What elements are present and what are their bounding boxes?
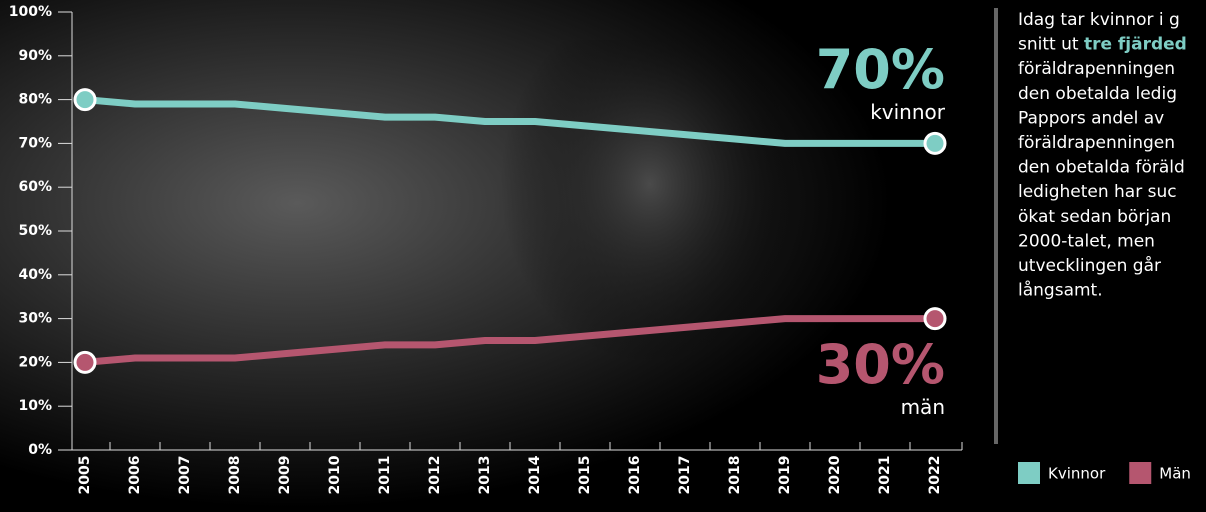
x-tick-label: 2008 (227, 456, 243, 495)
x-tick-label: 2022 (927, 456, 943, 495)
side-text-span: den obetalda ledig (1018, 84, 1177, 104)
chart: 0% 10% 20% 30% 40% 50% 60% 70% 80% 90% 100% 2005 200… (0, 0, 1206, 508)
side-text-span: föräldrapenningen (1018, 133, 1175, 153)
x-tick-label: 2018 (727, 456, 743, 495)
y-tick-label: 60% (18, 179, 52, 195)
y-tick-label: 40% (18, 267, 52, 283)
x-tick-label: 2014 (527, 455, 543, 494)
side-text-line: ledigheten har suc (1018, 182, 1177, 202)
side-text-line: snitt ut tre fjärded (1018, 35, 1187, 55)
end-marker (925, 309, 945, 329)
annotation-label: kvinnor (870, 100, 946, 124)
side-text-line: 2000-talet, men (1018, 231, 1155, 251)
side-text-line: långsamt. (1018, 280, 1103, 301)
end-marker (75, 352, 95, 372)
side-text-span: snitt ut (1018, 35, 1084, 55)
x-tick-label: 2011 (377, 456, 393, 495)
side-text-span: föräldrapenningen (1018, 59, 1175, 79)
x-tick-label: 2007 (177, 456, 193, 495)
x-tick-label: 2019 (777, 456, 793, 495)
x-tick-label: 2006 (127, 456, 143, 495)
side-text-line: föräldrapenningen (1018, 133, 1175, 153)
x-tick-label: 2016 (627, 456, 643, 495)
side-text-span: den obetalda föräld (1018, 158, 1185, 178)
annotation-label: män (901, 395, 945, 419)
y-tick-label: 70% (18, 135, 52, 151)
side-text-line: Idag tar kvinnor i g (1018, 10, 1180, 30)
x-tick-label: 2010 (327, 455, 343, 494)
side-text-line: Pappors andel av (1018, 108, 1164, 128)
x-tick-label: 2013 (477, 456, 493, 495)
page: 0% 10% 20% 30% 40% 50% 60% 70% 80% 90% 100% 2005 200… (0, 0, 1206, 508)
side-text-span: ökat sedan början (1018, 207, 1171, 227)
x-tick-label: 2021 (877, 456, 893, 495)
side-text-span: tre fjärded (1084, 35, 1187, 55)
photo-background (500, 40, 800, 400)
legend-label: Kvinnor (1048, 465, 1106, 483)
legend-swatch (1018, 462, 1040, 484)
y-tick-label: 30% (18, 311, 52, 327)
side-text-line: ökat sedan början (1018, 207, 1171, 227)
end-marker (75, 90, 95, 110)
side-text-span: utvecklingen går (1018, 255, 1161, 276)
y-tick-label: 20% (18, 354, 52, 370)
annotation-value: 30% (816, 333, 945, 396)
x-tick-label: 2009 (277, 456, 293, 495)
side-text-line: utvecklingen går (1018, 255, 1161, 276)
side-text-span: 2000-talet, men (1018, 231, 1155, 251)
divider (994, 8, 998, 444)
side-text-line: den obetalda ledig (1018, 84, 1177, 104)
legend-swatch (1129, 462, 1151, 484)
y-tick-label: 100% (9, 4, 52, 20)
x-tick-label: 2005 (77, 456, 93, 495)
side-text-span: långsamt. (1018, 280, 1103, 301)
x-tick-label: 2017 (677, 456, 693, 495)
y-tick-label: 50% (18, 223, 52, 239)
legend-label: Män (1159, 465, 1191, 483)
side-text-span: Idag tar kvinnor i g (1018, 10, 1180, 30)
annotation-value: 70% (816, 38, 945, 101)
y-tick-label: 90% (18, 48, 52, 64)
x-tick-label: 2020 (827, 455, 843, 494)
y-tick-label: 80% (18, 92, 52, 108)
side-text-span: ledigheten har suc (1018, 182, 1177, 202)
y-tick-label: 10% (18, 398, 52, 414)
x-tick-label: 2012 (427, 456, 443, 495)
y-tick-label: 0% (28, 442, 52, 458)
side-text-line: den obetalda föräld (1018, 158, 1185, 178)
side-text-line: föräldrapenningen (1018, 59, 1175, 79)
side-text-span: Pappors andel av (1018, 108, 1164, 128)
end-marker (925, 133, 945, 153)
x-tick-label: 2015 (577, 456, 593, 495)
